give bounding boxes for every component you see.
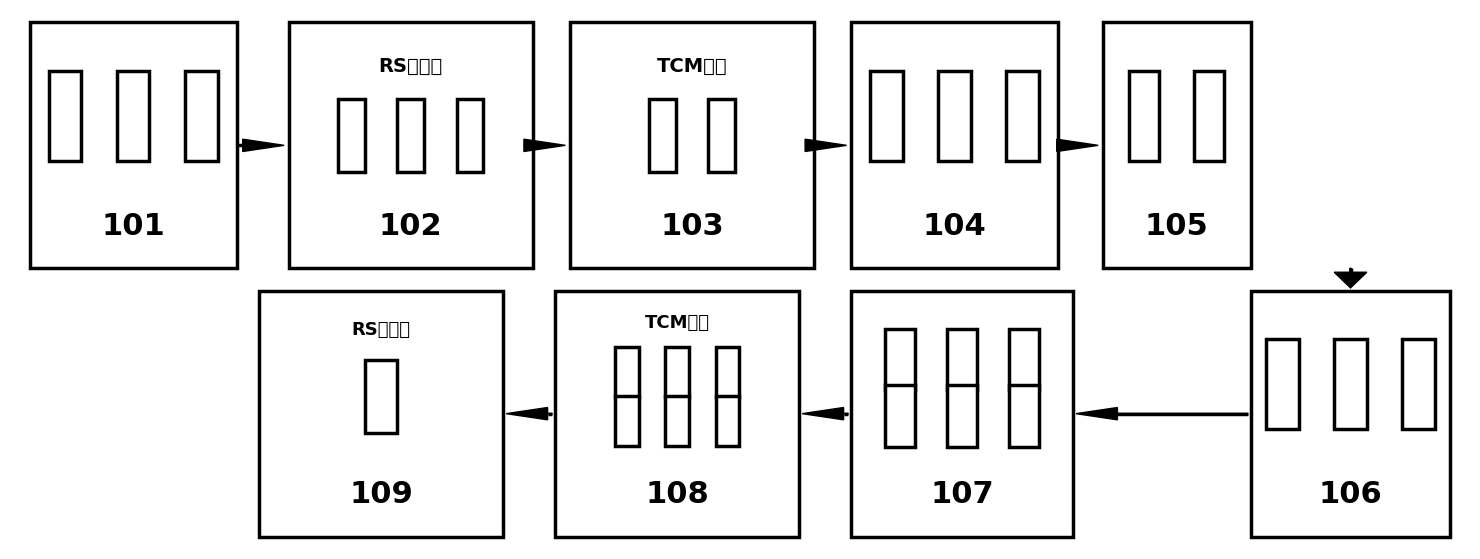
Bar — [1194, 71, 1224, 160]
Bar — [650, 99, 675, 172]
FancyArrow shape — [524, 139, 565, 151]
Text: 108: 108 — [645, 480, 709, 509]
Bar — [851, 291, 1073, 537]
Text: TCM解调: TCM解调 — [645, 314, 709, 331]
Bar — [716, 396, 740, 446]
Bar — [666, 396, 690, 446]
FancyArrow shape — [1335, 268, 1368, 288]
Bar — [616, 396, 639, 446]
Bar — [938, 71, 971, 160]
Bar — [1265, 339, 1299, 429]
Text: 102: 102 — [379, 212, 443, 241]
Bar — [49, 71, 81, 160]
FancyArrow shape — [805, 139, 847, 151]
Text: 104: 104 — [922, 212, 987, 241]
Bar — [1006, 71, 1039, 160]
Bar — [185, 71, 218, 160]
Bar — [1103, 22, 1251, 268]
Bar — [30, 22, 237, 268]
Text: TCM调制: TCM调制 — [657, 57, 727, 76]
Bar — [851, 22, 1058, 268]
Text: RS解码器: RS解码器 — [352, 321, 410, 339]
Bar — [947, 329, 977, 390]
FancyArrow shape — [802, 408, 848, 420]
Bar — [716, 347, 740, 397]
Bar — [339, 99, 366, 172]
Bar — [666, 347, 690, 397]
Bar — [555, 291, 799, 537]
Bar — [364, 360, 397, 433]
Bar — [259, 291, 503, 537]
Bar — [570, 22, 814, 268]
Bar — [947, 385, 977, 447]
Bar — [1251, 291, 1450, 537]
Bar — [1009, 329, 1039, 390]
FancyArrow shape — [1076, 408, 1248, 420]
Text: 103: 103 — [660, 212, 724, 241]
Bar — [707, 99, 734, 172]
Bar — [117, 71, 149, 160]
Bar — [398, 99, 425, 172]
Bar — [616, 347, 639, 397]
Bar — [885, 385, 915, 447]
Text: 109: 109 — [349, 480, 413, 509]
Bar — [289, 22, 533, 268]
Text: 105: 105 — [1144, 212, 1209, 241]
Text: RS编码器: RS编码器 — [379, 57, 443, 76]
Text: 101: 101 — [101, 212, 166, 241]
Bar — [1009, 385, 1039, 447]
Bar — [1129, 71, 1159, 160]
Bar — [1335, 339, 1368, 429]
Bar — [1403, 339, 1436, 429]
Text: 106: 106 — [1319, 480, 1382, 509]
FancyArrow shape — [506, 408, 552, 420]
Bar — [885, 329, 915, 390]
Bar — [456, 99, 482, 172]
FancyArrow shape — [1057, 139, 1098, 151]
Bar — [870, 71, 903, 160]
FancyArrow shape — [237, 139, 284, 151]
Text: 107: 107 — [931, 480, 993, 509]
